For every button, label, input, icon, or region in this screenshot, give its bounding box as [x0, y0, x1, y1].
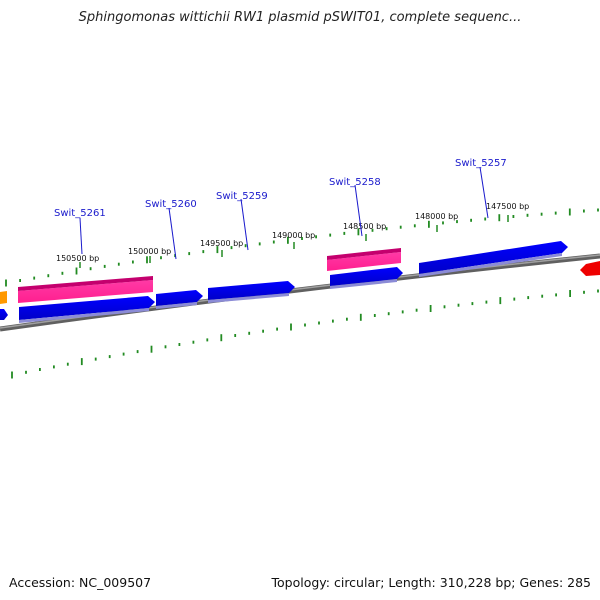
gene-swit-5258[interactable]	[330, 267, 403, 289]
tick-label-149000: 149000 bp	[272, 231, 315, 240]
gene-swit-5260[interactable]	[156, 290, 203, 309]
gene-label-swit-5261: Swit_5261	[54, 208, 106, 219]
tick-label-150000: 150000 bp	[128, 247, 171, 256]
gene-labels: Swit_5261 Swit_5260 Swit_5259 Swit_5258 …	[54, 158, 507, 260]
feature-orange-partial[interactable]	[0, 291, 7, 304]
gene-label-swit-5258: Swit_5258	[329, 177, 381, 188]
outer-tick-ring	[5, 208, 599, 287]
gene-left-partial[interactable]	[0, 309, 8, 320]
gene-label-swit-5260: Swit_5260	[145, 199, 197, 210]
gene-red-partial[interactable]	[580, 261, 600, 276]
gene-label-swit-5259: Swit_5259	[216, 191, 268, 202]
gene-swit-5257[interactable]	[419, 241, 568, 277]
tick-label-149500: 149500 bp	[200, 239, 243, 248]
tick-label-147500: 147500 bp	[486, 202, 529, 211]
plasmid-backbone	[0, 253, 600, 332]
map-title: Sphingomonas wittichii RW1 plasmid pSWIT…	[78, 10, 522, 25]
tick-labels: 150500 bp 150000 bp 149500 bp 149000 bp …	[56, 202, 529, 268]
gene-label-swit-5257: Swit_5257	[455, 158, 507, 169]
tick-label-148000: 148000 bp	[415, 212, 458, 221]
tick-label-148500: 148500 bp	[343, 222, 386, 231]
gene-swit-5261[interactable]	[19, 296, 155, 323]
gene-swit-5259[interactable]	[208, 281, 295, 303]
feature-5258-bar[interactable]	[327, 248, 401, 271]
tick-label-150500: 150500 bp	[56, 254, 99, 263]
topology-summary-text: Topology: circular; Length: 310,228 bp; …	[271, 575, 592, 590]
feature-5261-bar[interactable]	[18, 276, 153, 303]
accession-text: Accession: NC_009507	[9, 575, 152, 590]
inner-tick-ring	[11, 289, 599, 379]
